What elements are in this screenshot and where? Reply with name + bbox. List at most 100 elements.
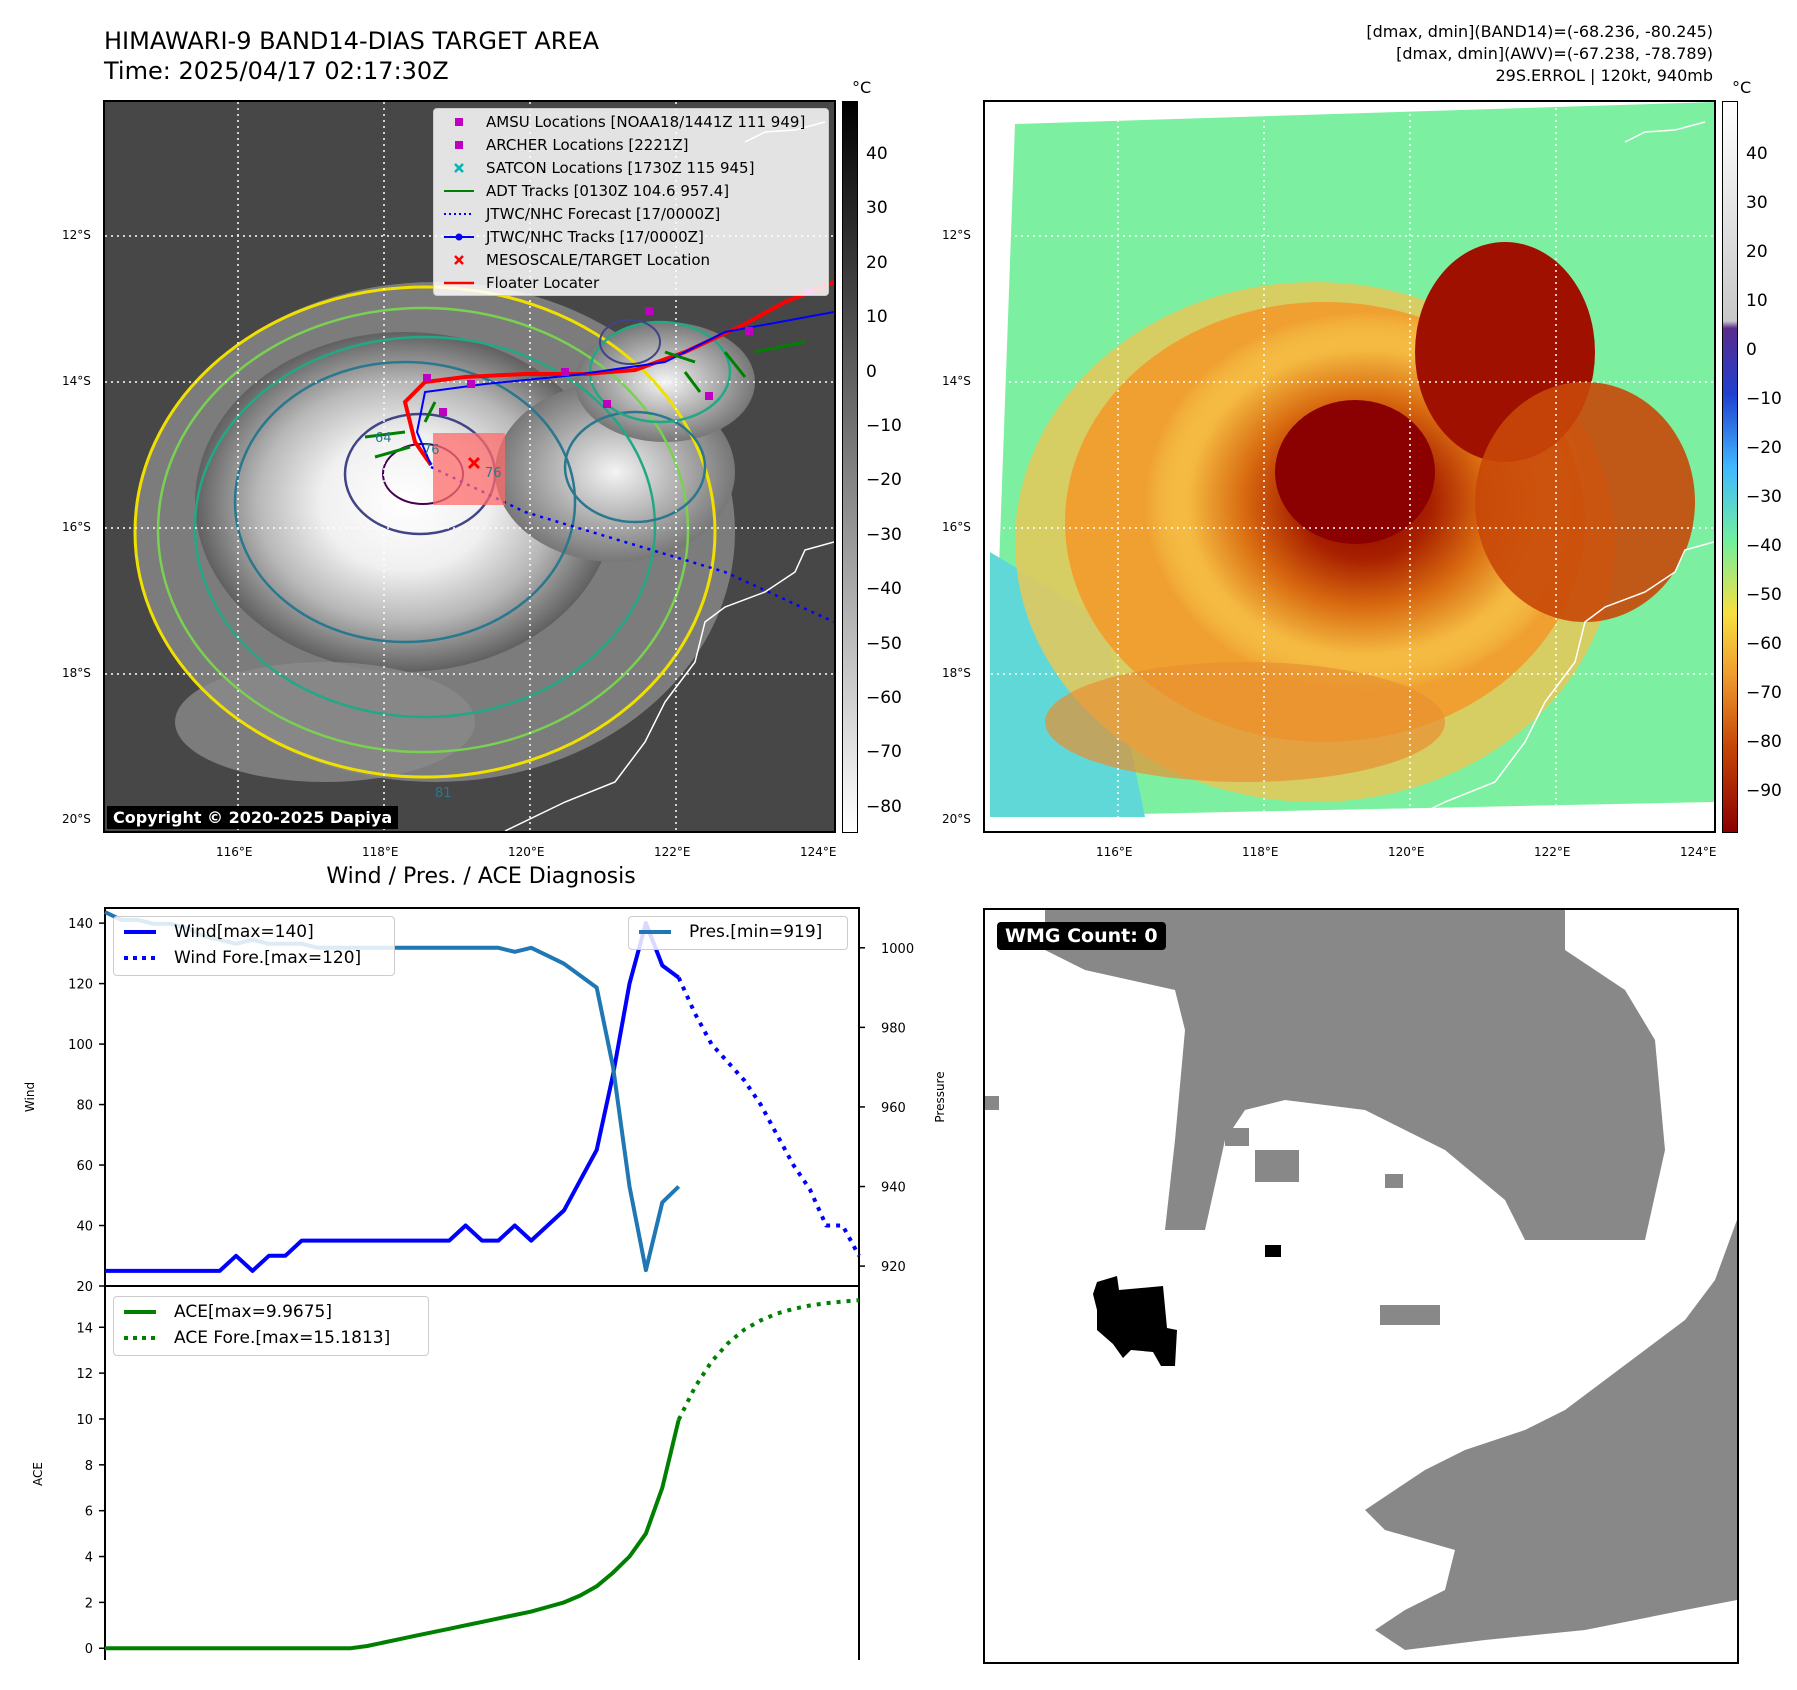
plot-frame [104,1285,860,1660]
awv-lon-label: 122°E [1534,845,1571,859]
ir-lon-label: 122°E [654,845,691,859]
ir-lat-label: 12°S [62,228,91,242]
ir-lat-label: 20°S [62,812,91,826]
awv-lon-label: 118°E [1242,845,1279,859]
red-line-icon [444,281,474,285]
y-right-tick-label: 960 [881,1101,906,1116]
copyright-badge: Copyright © 2020-2025 Dapiya [107,806,399,829]
colorbar-tick-label: −60 [1746,634,1782,654]
colorbar-tick-label: 10 [866,307,888,328]
colorbar-tick-label: 20 [866,252,888,273]
green-line-icon [124,1310,156,1314]
awv-lat-label: 14°S [942,374,971,388]
ir-lat-label: 18°S [62,666,91,680]
series-line [676,1298,860,1421]
awv-lon-label: 116°E [1096,845,1133,859]
wind-legend: Wind[max=140] Wind Fore.[max=120] [113,916,395,976]
colorbar-tick-label: −50 [866,633,902,654]
wmg-mask [985,910,1737,1650]
series-line [105,1419,681,1651]
y-right-tick-label: 1000 [881,942,914,957]
blue-line-icon [124,930,156,934]
ir-legend: AMSU Locations [NOAA18/1441Z 111 949] AR… [433,108,829,296]
y-tick-label: 8 [85,1459,93,1474]
colorbar-tick-label: 10 [1746,291,1768,311]
ir-lon-label: 118°E [362,845,399,859]
ir-lat-label: 16°S [62,520,91,534]
y-tick-label: 60 [76,1159,93,1174]
awv-colorbar-unit: °C [1732,78,1752,97]
awv-colorbar [1722,101,1738,833]
colorbar-tick-label: −80 [866,796,902,817]
magenta-square-icon [455,118,463,126]
green-dotted-line-icon [124,1336,156,1340]
awv-lat-label: 18°S [942,666,971,680]
svg-text:76: 76 [423,443,440,458]
figure-title-line1: HIMAWARI-9 BAND14-DIAS TARGET AREA [104,27,600,55]
svg-text:64: 64 [375,431,392,446]
pressure-legend: Pres.[min=919] [628,916,848,950]
y-tick-label: 6 [85,1505,93,1520]
y-tick-label: 4 [85,1551,93,1566]
svg-text:76: 76 [485,466,502,481]
colorbar-tick-label: −60 [866,688,902,708]
colorbar-tick-label: −40 [866,579,902,600]
awv-map [985,102,1714,831]
y-tick-label: 100 [68,1038,93,1053]
magenta-square-icon [455,141,463,149]
colorbar-tick-label: −70 [866,742,902,763]
colorbar-tick-label: −90 [1746,781,1782,801]
colorbar-tick-label: −20 [1746,438,1782,458]
y-right-tick-label: 980 [881,1021,906,1036]
colorbar-tick-label: −30 [1746,487,1782,507]
y-tick-label: 80 [76,1099,93,1114]
awv-lat-label: 12°S [942,228,971,242]
ace-legend: ACE[max=9.9675] ACE Fore.[max=15.1813] [113,1296,429,1356]
ir-colorbar [842,101,858,833]
series-line [105,921,680,1273]
stats-line2: [dmax, dmin](AWV)=(-67.238, -78.789) [1396,44,1713,63]
y-axis-label: Wind [23,1082,37,1112]
ir-lon-label: 116°E [216,845,253,859]
ir-lat-label: 14°S [62,374,91,388]
colorbar-tick-label: −20 [866,470,902,491]
y-tick-label: 2 [85,1596,93,1611]
colorbar-tick-label: −50 [1746,585,1782,605]
wmg-panel: WMG Count: 0 [983,908,1739,1664]
y-tick-label: 20 [76,1280,93,1295]
colorbar-tick-label: −80 [1746,732,1782,752]
y-right-tick-label: 940 [881,1181,906,1196]
green-line-icon [444,190,474,192]
cyan-x-icon [454,163,464,173]
ir-colorbar-unit: °C [852,78,872,97]
stats-line1: [dmax, dmin](BAND14)=(-68.236, -80.245) [1366,22,1713,41]
colorbar-tick-label: 40 [1746,144,1768,164]
y-tick-label: 14 [76,1321,93,1336]
diagnosis-title: Wind / Pres. / ACE Diagnosis [326,864,636,889]
y-right-axis-label: Pressure [933,1071,947,1122]
awv-lon-label: 120°E [1388,845,1425,859]
y-tick-label: 40 [76,1220,93,1235]
red-x-icon [454,255,464,265]
colorbar-tick-label: 20 [1746,242,1768,262]
blue-line-dot-icon [444,233,474,241]
awv-lon-label: 124°E [1680,845,1717,859]
colorbar-tick-label: −40 [1746,536,1782,556]
y-tick-label: 0 [85,1642,93,1657]
colorbar-tick-label: −10 [866,416,902,436]
ir-lon-label: 120°E [508,845,545,859]
colorbar-tick-label: −70 [1746,683,1782,703]
colorbar-tick-label: 30 [1746,193,1768,213]
colorbar-tick-label: −30 [866,524,902,545]
y-right-tick-label: 920 [881,1260,906,1275]
figure-title-line2: Time: 2025/04/17 02:17:30Z [104,57,449,85]
colorbar-tick-label: −10 [1746,389,1782,409]
wmg-count-badge: WMG Count: 0 [997,922,1166,950]
y-axis-label: ACE [31,1462,45,1486]
blue-dotted-line-icon [124,956,156,960]
y-tick-label: 12 [76,1367,93,1382]
awv-lat-label: 20°S [942,812,971,826]
stats-line3: 29S.ERROL | 120kt, 940mb [1495,66,1713,85]
series-line [676,976,861,1257]
ace-chart: 0 2 4 6 8 10 12 14 ACE [31,1285,860,1660]
